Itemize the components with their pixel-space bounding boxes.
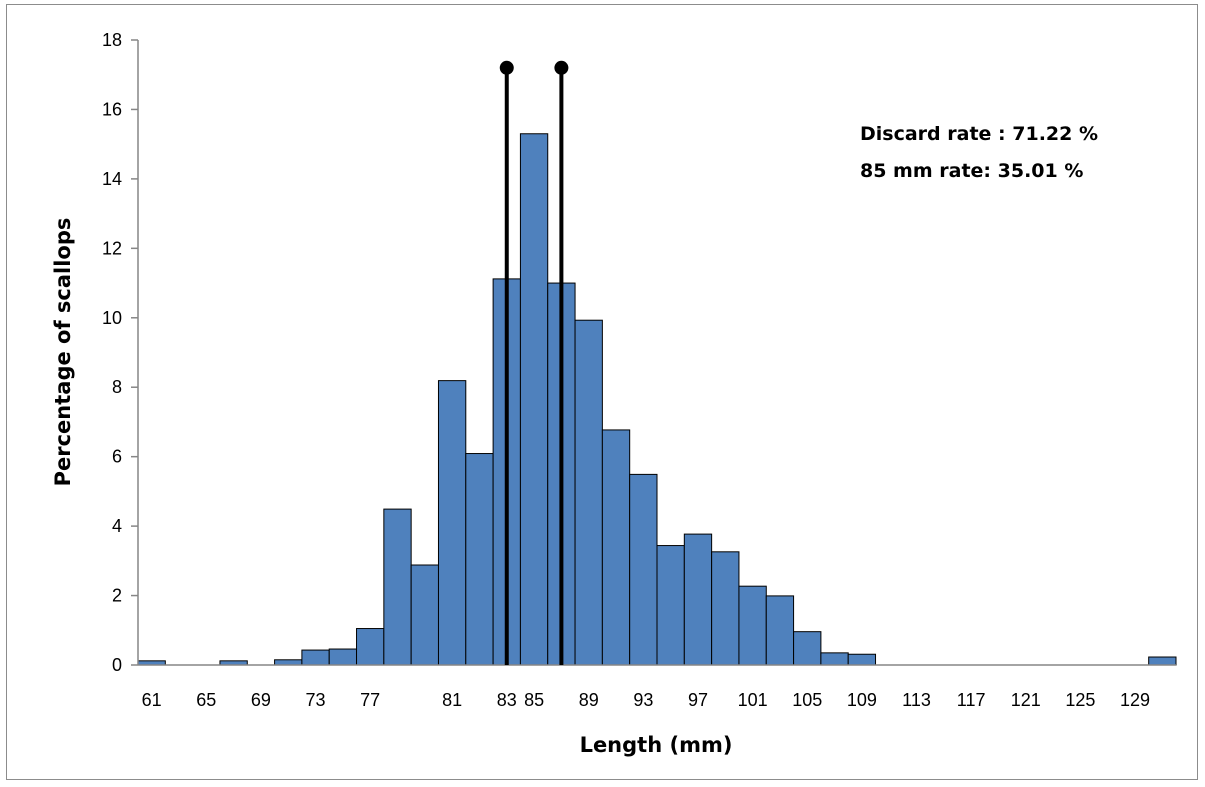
x-tick-label-113: 113 (902, 690, 931, 710)
x-tick-label-109: 109 (847, 690, 877, 710)
bar-105 (793, 631, 822, 666)
bar-75 (328, 648, 358, 666)
bar-103 (765, 595, 795, 666)
bar-99 (711, 551, 740, 666)
x-tick-label-69: 69 (251, 690, 271, 710)
bar-89 (574, 319, 603, 666)
y-tick-label-0: 0 (112, 655, 122, 675)
x-tick-label-93: 93 (633, 690, 653, 710)
bar-93 (629, 473, 658, 666)
size-rate-annotation: 85 mm rate: 35.01 % (860, 160, 1083, 182)
bar-109 (847, 653, 877, 666)
x-tick-label-89: 89 (579, 690, 599, 710)
y-tick-label-18: 18 (102, 30, 122, 50)
marker-dot-1 (499, 60, 514, 75)
x-tick-label-97: 97 (688, 690, 708, 710)
y-tick-label-16: 16 (102, 99, 122, 119)
y-tick-label-14: 14 (102, 169, 122, 189)
bar-91 (601, 429, 631, 666)
x-tick-label-83: 83 (497, 690, 517, 710)
x-tick-label-101: 101 (738, 690, 768, 710)
x-tick-label-85: 85 (524, 690, 544, 710)
y-tick-label-4: 4 (112, 516, 122, 536)
marker-dot-2 (554, 60, 569, 75)
bar-71 (274, 659, 303, 666)
y-axis-title: Percentage of scallops (51, 218, 75, 487)
bar-95 (656, 545, 685, 666)
x-tick-label-73: 73 (306, 690, 326, 710)
x-tick-label-81: 81 (442, 690, 462, 710)
x-tick-label-121: 121 (1011, 690, 1041, 710)
y-tick-label-8: 8 (112, 377, 122, 397)
x-tick-label-117: 117 (957, 690, 986, 710)
x-tick-label-129: 129 (1120, 690, 1150, 710)
y-tick-label-12: 12 (102, 238, 122, 258)
bar-77 (356, 628, 385, 666)
markers-layer (499, 60, 569, 665)
bar-97 (683, 533, 713, 666)
y-tick-label-10: 10 (102, 308, 122, 328)
bar-79 (383, 508, 412, 666)
x-tick-label-105: 105 (792, 690, 822, 710)
x-axis-title: Length (mm) (580, 733, 733, 757)
x-tick-label-77: 77 (360, 690, 380, 710)
bars-layer (137, 133, 1177, 666)
bar-82 (465, 453, 494, 666)
bar-101 (738, 585, 767, 666)
bar-131 (1148, 656, 1177, 666)
x-tick-label-125: 125 (1065, 690, 1095, 710)
bar-80 (410, 564, 439, 666)
x-tick-label-61: 61 (142, 690, 162, 710)
x-tick-label-65: 65 (196, 690, 216, 710)
discard-rate-annotation: Discard rate : 71.22 % (860, 123, 1098, 145)
y-tick-label-6: 6 (112, 447, 122, 467)
bar-85 (519, 133, 549, 666)
y-tick-label-2: 2 (112, 586, 122, 606)
bar-81 (437, 380, 467, 666)
axes-layer: 0 2 4 6 8 10 12 14 16 18 61 65 69 73 77 81 83 85 89 93 97 101… (102, 30, 1176, 710)
bar-107 (820, 652, 849, 666)
bar-73 (301, 649, 330, 666)
